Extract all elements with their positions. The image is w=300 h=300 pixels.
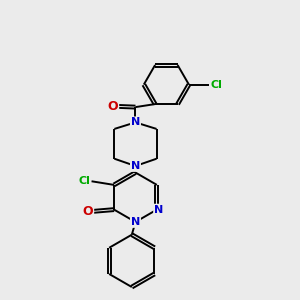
Text: O: O (108, 100, 118, 113)
Text: N: N (131, 117, 140, 128)
Text: O: O (82, 205, 93, 218)
Text: Cl: Cl (78, 176, 90, 186)
Text: Cl: Cl (211, 80, 223, 90)
Text: N: N (154, 205, 163, 214)
Text: N: N (131, 161, 140, 171)
Text: N: N (131, 217, 140, 227)
